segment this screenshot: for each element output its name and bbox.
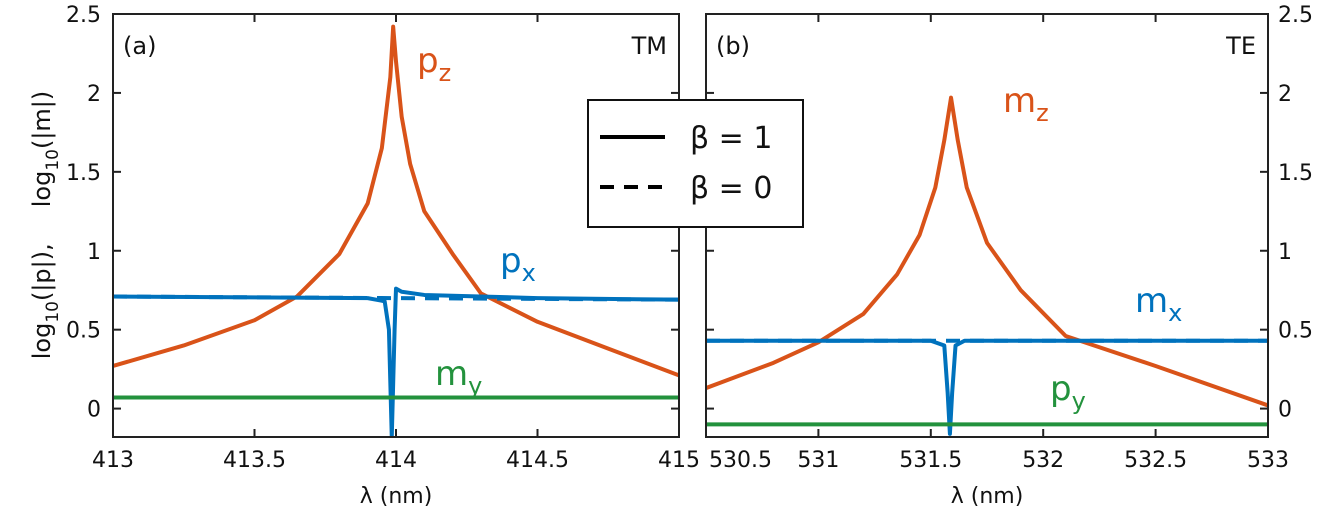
- x-tick-label: 413: [92, 448, 134, 473]
- y-tick-label: 1.5: [66, 161, 101, 186]
- series-subscript: x: [1168, 299, 1182, 327]
- x-tick-label: 533: [1247, 448, 1289, 473]
- x-tick-label: 531.5: [899, 448, 962, 473]
- y-tick-label: 2: [1278, 82, 1292, 107]
- series-subscript: y: [1072, 387, 1086, 415]
- x-tick-label: 415: [658, 448, 700, 473]
- y-axis-label-part: log: [28, 323, 56, 360]
- series-name: m: [1135, 281, 1168, 321]
- x-tick-label: 414.5: [506, 448, 569, 473]
- series-subscript: x: [522, 259, 536, 287]
- series-subscript: z: [1036, 99, 1049, 127]
- y-tick-label: 0: [87, 398, 101, 423]
- legend: β = 1 β = 0: [587, 99, 804, 228]
- mode-label: TE: [1225, 32, 1256, 60]
- x-tick-label: 531: [797, 448, 839, 473]
- y-tick-label: 0.5: [66, 319, 101, 344]
- x-tick-label: 413.5: [223, 448, 286, 473]
- panel-label: (a): [123, 32, 156, 60]
- y-axis-label-part: (|m|): [28, 91, 56, 149]
- panel-label: (b): [716, 32, 750, 60]
- y-tick-label: 0: [1278, 398, 1292, 423]
- series-label: my: [435, 354, 482, 400]
- series-label: mx: [1135, 281, 1182, 327]
- series-name: p: [500, 241, 522, 281]
- series-name: m: [435, 354, 468, 394]
- series-label: py: [1050, 369, 1086, 415]
- series-subscript: y: [468, 372, 482, 400]
- series-label: px: [500, 241, 536, 287]
- series-subscript: z: [439, 59, 452, 87]
- plot-lines: [706, 95, 1268, 436]
- x-axis-label: λ (nm): [360, 484, 433, 509]
- legend-label: β = 0: [690, 171, 772, 206]
- y-tick-label: 1.5: [1278, 161, 1313, 186]
- x-tick-label: 530.5: [709, 448, 772, 473]
- legend-label: β = 1: [690, 121, 772, 156]
- y-axis-label-part: 10: [43, 149, 63, 171]
- y-tick-label: 1: [87, 240, 101, 265]
- y-axis-label-part: 10: [43, 301, 63, 323]
- y-axis-label: log10(|p|),log10(|m|): [28, 91, 63, 360]
- series-line: [113, 286, 679, 437]
- series-name: p: [1050, 369, 1072, 409]
- y-axis-label-part: (|p|),: [28, 243, 56, 301]
- y-tick-label: 2.5: [66, 3, 101, 28]
- x-tick-label: 532.5: [1124, 448, 1187, 473]
- series-name: p: [417, 41, 439, 81]
- y-tick-label: 1: [1278, 240, 1292, 265]
- y-tick-label: 2: [87, 82, 101, 107]
- series-name: m: [1003, 81, 1036, 121]
- series-label: pz: [417, 41, 451, 87]
- series-line: [706, 338, 1268, 436]
- mode-label: TM: [631, 32, 667, 60]
- y-axis-label-part: log: [28, 171, 56, 208]
- series-label: mz: [1003, 81, 1049, 127]
- series-line: [706, 95, 1268, 408]
- x-tick-label: 532: [1022, 448, 1064, 473]
- x-tick-label: 414: [375, 448, 417, 473]
- plot-lines: [113, 24, 679, 437]
- x-axis-label: λ (nm): [951, 484, 1024, 509]
- y-tick-label: 2.5: [1278, 3, 1313, 28]
- legend-box: [587, 99, 804, 228]
- y-tick-label: 0.5: [1278, 319, 1313, 344]
